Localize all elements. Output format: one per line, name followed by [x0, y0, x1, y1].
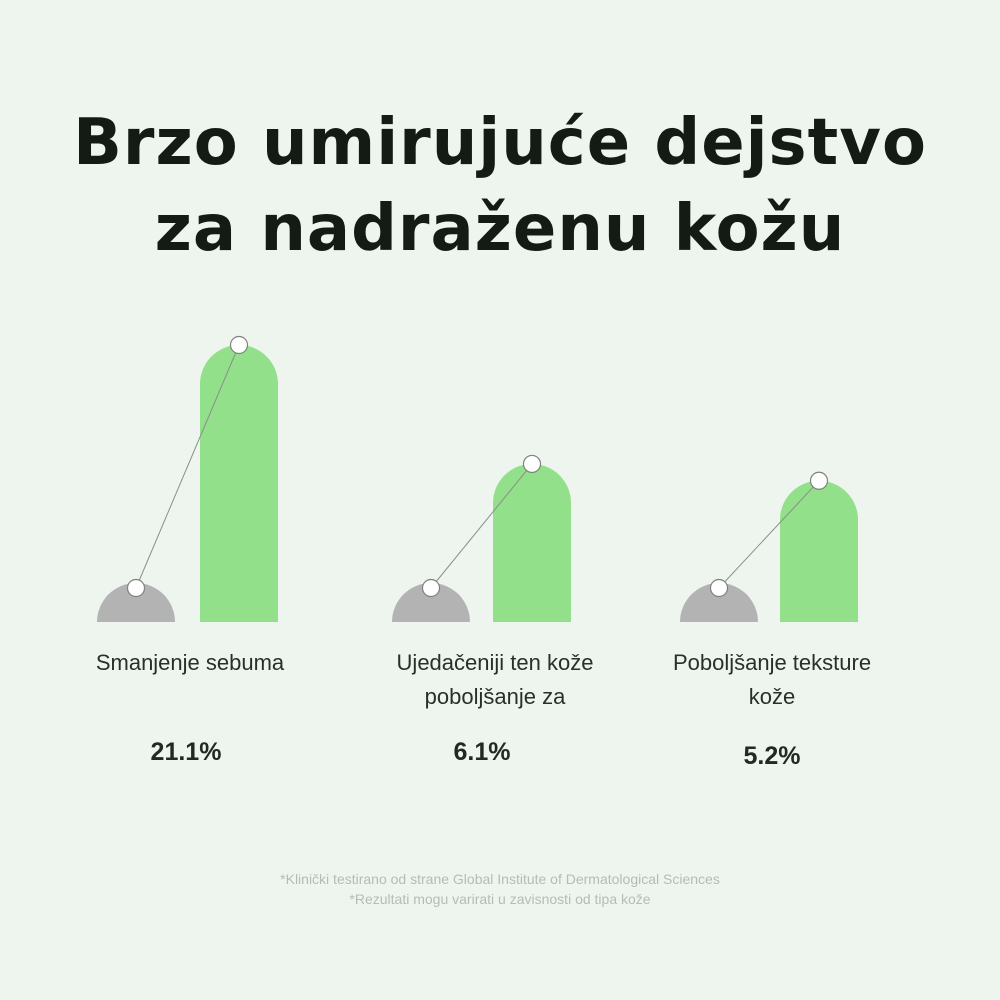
footnote-results: *Rezultati mogu varirati u zavisnosti od…	[349, 891, 651, 907]
connector-line	[718, 480, 820, 589]
category-label: Ujedačeniji ten kože poboljšanje za	[345, 646, 645, 714]
after-marker	[229, 335, 249, 355]
footnote-clinical: *Klinički testirano od strane Global Ins…	[280, 871, 720, 887]
value-label: 6.1%	[453, 738, 511, 766]
category-label-line: Poboljšanje teksture	[672, 650, 872, 675]
bar-group	[392, 454, 571, 622]
category-label-line: kože	[748, 684, 796, 709]
bar-group	[97, 335, 278, 622]
before-marker	[421, 578, 441, 598]
after-bar	[780, 480, 858, 622]
before-bar	[97, 583, 175, 622]
after-marker	[522, 454, 542, 474]
category-label-line: Ujedačeniji ten kože	[396, 650, 594, 675]
before-marker	[126, 578, 146, 598]
after-bar	[493, 463, 571, 622]
after-marker	[809, 471, 829, 490]
title-line-2: za nadraženu kožu	[154, 192, 846, 266]
category-label: Poboljšanje teksture kože	[622, 646, 922, 714]
category-label-line: poboljšanje za	[424, 684, 566, 709]
category-label-line: Smanjenje sebuma	[95, 650, 285, 675]
before-bar	[392, 583, 470, 622]
title-line-1: Brzo umirujuće dejstvo	[73, 106, 927, 180]
category-label: Smanjenje sebuma	[40, 646, 340, 680]
value-label: 21.1%	[150, 738, 222, 766]
page-title: Brzo umirujuće dejstvo za nadraženu kožu	[0, 100, 1000, 272]
after-bar	[200, 345, 278, 622]
before-bar	[680, 583, 758, 622]
connector-line	[135, 344, 240, 589]
bar-group	[680, 471, 858, 622]
connector-line	[430, 463, 533, 589]
value-label: 5.2%	[743, 742, 801, 770]
before-marker	[709, 578, 729, 598]
